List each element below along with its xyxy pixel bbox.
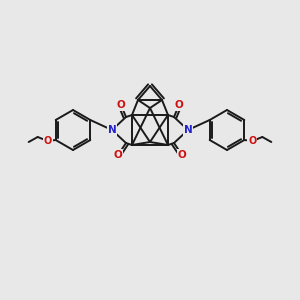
Text: N: N [108, 125, 116, 135]
Text: O: O [178, 150, 186, 160]
Text: O: O [175, 100, 183, 110]
Text: O: O [248, 136, 256, 146]
Text: O: O [114, 150, 122, 160]
Text: O: O [117, 100, 125, 110]
Text: N: N [184, 125, 192, 135]
Text: O: O [44, 136, 52, 146]
